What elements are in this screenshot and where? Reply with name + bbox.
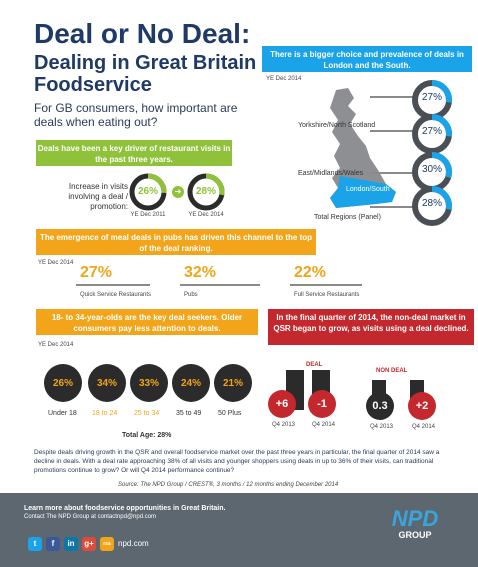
footer [0, 493, 478, 567]
connector-line [370, 96, 414, 98]
ages-banner: 18- to 34-year-olds are the key deal see… [36, 309, 258, 335]
linkedin-icon[interactable]: in [64, 537, 78, 551]
qsr-deal-label: DEAL [306, 362, 323, 368]
source-text: Source: The NPD Group / CREST®, 3 months… [118, 482, 339, 488]
pubs-banner: The emergence of meal deals in pubs has … [36, 229, 316, 255]
age-value-50plus: 21% [222, 377, 243, 389]
age-value-18-24: 34% [96, 377, 117, 389]
age-label-35-49: 35 to 49 [176, 410, 202, 417]
age-value-25-34: 33% [138, 377, 159, 389]
driver-value-2014: 28% [195, 186, 216, 197]
googleplus-icon[interactable]: g+ [82, 537, 96, 551]
connector-line [370, 206, 414, 208]
region-label-north: Yorkshire/North Scotland [298, 122, 376, 129]
region-label-london: London/South [346, 186, 390, 193]
footer-cta: Learn more about foodservice opportuniti… [24, 505, 226, 512]
qsr-deal-value-2013: +6 [268, 390, 296, 418]
driver-ring-2011 [129, 173, 167, 211]
rss-icon[interactable]: rss [100, 537, 114, 551]
qsr-nondeal-value-2014: +2 [408, 392, 436, 420]
footer-url[interactable]: npd.com [118, 539, 149, 548]
qsr-nondeal-period-2013: Q4 2013 [370, 424, 394, 430]
deals-driver-banner: Deals have been a key driver of restaura… [36, 140, 232, 166]
regional-ring-london [412, 186, 452, 226]
ages-ye-label: YE Dec 2014 [38, 342, 74, 348]
footer-contact[interactable]: Contact The NPD Group at contactnpd@npd.… [24, 514, 157, 520]
age-face-50plus: 21% [214, 364, 252, 402]
regional-value-north: 27% [421, 126, 442, 137]
regional-banner: There is a bigger choice and prevalence … [262, 46, 472, 72]
npd-logo-bottom: GROUP [398, 530, 432, 540]
pubs-value-fsr: 22% [294, 264, 327, 281]
regional-ring-top [412, 80, 452, 120]
qsr-banner: In the final quarter of 2014, the non-de… [268, 309, 474, 345]
regional-value-london: 28% [421, 198, 442, 209]
regional-value-top: 27% [421, 92, 442, 103]
age-face-under18: 26% [44, 364, 82, 402]
age-label-under18: Under 18 [48, 410, 77, 417]
age-value-35-49: 24% [180, 377, 201, 389]
driver-label-2014: YE Dec 2014 [188, 212, 224, 218]
age-face-25-34: 33% [130, 364, 168, 402]
qsr-nondeal-value-2013: 0.3 [366, 392, 394, 420]
summary-text: Despite deals driving growth in the QSR … [34, 449, 440, 474]
regional-ring-north [412, 114, 452, 154]
connector-line [370, 172, 414, 174]
qsr-nondeal-label: NON DEAL [376, 368, 408, 374]
pubs-label-qsr: Quick Service Restaurants [80, 292, 152, 298]
fork-icon [180, 284, 260, 286]
fork-icon [290, 284, 362, 286]
deals-driver-label: Increase in visits involving a deal / pr… [68, 182, 128, 211]
age-face-18-24: 34% [88, 364, 126, 402]
qsr-deal-period-2014: Q4 2014 [312, 422, 336, 428]
pubs-ye-label: YE Dec 2014 [38, 260, 74, 266]
pubs-label-fsr: Full Service Restaurants [294, 292, 360, 298]
driver-ring-2014 [187, 173, 225, 211]
pubs-value-qsr: 27% [80, 264, 113, 281]
qsr-nondeal-period-2014: Q4 2014 [412, 424, 436, 430]
qsr-deal-value-2014: -1 [308, 390, 336, 418]
page-question: For GB consumers, how important are deal… [34, 101, 238, 129]
npd-logo-top: NPD [391, 506, 439, 531]
regional-total-label: Total Regions (Panel) [314, 214, 381, 221]
age-label-18-24: 18 to 24 [92, 410, 118, 417]
fork-icon [76, 284, 150, 286]
page-title: Deal or No Deal: [34, 18, 251, 49]
regional-value-midlands: 30% [421, 164, 442, 175]
page-subtitle: Dealing in Great Britain Foodservice [34, 52, 257, 96]
qsr-deal-period-2013: Q4 2013 [272, 422, 296, 428]
npd-logo: NPD GROUP [380, 506, 450, 541]
age-face-35-49: 24% [172, 364, 210, 402]
region-label-midlands: East/Midlands/Wales [298, 170, 364, 177]
arrow-right-icon: ➜ [172, 186, 184, 198]
facebook-icon[interactable]: f [46, 537, 60, 551]
pubs-label-pubs: Pubs [184, 292, 198, 298]
twitter-icon[interactable]: t [28, 537, 42, 551]
driver-value-2011: 26% [137, 186, 158, 197]
ages-total-label: Total Age: 28% [122, 432, 172, 439]
connector-line [370, 130, 414, 132]
driver-label-2011: YE Dec 2011 [130, 212, 166, 218]
age-value-under18: 26% [52, 377, 73, 389]
pubs-value-pubs: 32% [184, 264, 217, 281]
age-label-50plus: 50 Plus [218, 410, 242, 417]
age-label-25-34: 25 to 34 [134, 410, 160, 417]
regional-ye-label: YE Dec 2014 [266, 76, 302, 82]
uk-map-icon [330, 88, 396, 208]
